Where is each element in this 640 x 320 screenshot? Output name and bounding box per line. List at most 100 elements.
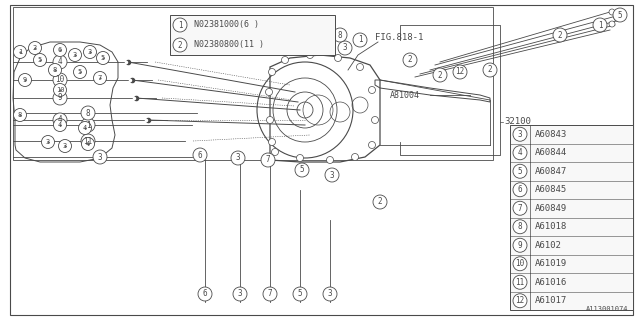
Text: A60847: A60847 [535,167,567,176]
Circle shape [58,140,72,153]
Circle shape [83,45,97,59]
Circle shape [373,195,387,209]
Text: 5: 5 [38,57,42,63]
Text: A60843: A60843 [535,130,567,139]
Text: 3: 3 [236,154,240,163]
Text: A113001074: A113001074 [586,306,628,312]
Text: 8: 8 [53,67,57,73]
Text: 4: 4 [83,125,87,131]
Text: 7: 7 [98,75,102,81]
Text: N02381000(6 ): N02381000(6 ) [194,20,259,29]
Circle shape [266,116,273,124]
Circle shape [19,74,31,86]
Circle shape [198,287,212,301]
Circle shape [74,66,86,78]
Circle shape [613,8,627,22]
Circle shape [326,156,333,164]
Text: A6102: A6102 [535,241,562,250]
Circle shape [233,287,247,301]
Circle shape [296,155,303,162]
Text: 5: 5 [300,165,304,174]
Circle shape [53,113,67,127]
Circle shape [81,118,95,132]
Circle shape [54,118,67,132]
Circle shape [513,127,527,141]
Circle shape [371,116,378,124]
Text: 9: 9 [518,241,522,250]
Text: 7: 7 [266,156,270,164]
Circle shape [609,21,615,27]
Circle shape [97,52,109,65]
Circle shape [271,148,278,156]
Circle shape [269,68,275,76]
Text: 6: 6 [203,290,207,299]
Circle shape [513,220,527,234]
Circle shape [609,9,615,15]
Circle shape [453,65,467,79]
Circle shape [53,73,67,87]
Circle shape [54,84,67,97]
Circle shape [433,68,447,82]
Circle shape [293,287,307,301]
Text: 3: 3 [518,130,522,139]
Circle shape [513,146,527,160]
Text: 6: 6 [58,47,62,53]
Text: A60845: A60845 [535,185,567,194]
Circle shape [93,71,106,84]
Circle shape [261,153,275,167]
Text: 3: 3 [328,290,332,299]
Circle shape [369,86,376,93]
Bar [510,125,633,310]
Text: 12: 12 [456,68,465,76]
Text: FIG.818-1: FIG.818-1 [375,34,424,43]
Circle shape [173,38,187,52]
Text: 5: 5 [298,290,302,299]
Circle shape [266,89,273,95]
Circle shape [193,148,207,162]
Text: 8: 8 [86,108,90,117]
Circle shape [42,135,54,148]
Circle shape [614,15,620,21]
Text: 7: 7 [268,290,272,299]
Circle shape [333,28,347,42]
Text: 10: 10 [56,76,65,84]
Text: A61017: A61017 [535,296,567,305]
Text: 1: 1 [18,49,22,55]
Circle shape [483,63,497,77]
Text: 8: 8 [338,30,342,39]
Circle shape [13,108,26,122]
Text: 32100: 32100 [504,117,531,126]
Circle shape [553,28,567,42]
Text: 1: 1 [598,20,602,29]
Circle shape [13,45,26,59]
Text: 6: 6 [518,185,522,194]
Text: 3: 3 [98,153,102,162]
Circle shape [81,106,95,120]
Text: A61019: A61019 [535,259,567,268]
Text: 2: 2 [408,55,412,65]
Circle shape [593,18,607,32]
Text: 11: 11 [83,137,93,146]
Text: 3: 3 [330,171,334,180]
Circle shape [53,55,67,69]
Circle shape [263,287,277,301]
Text: 2: 2 [178,41,182,50]
Text: A60849: A60849 [535,204,567,213]
Text: 10: 10 [515,259,525,268]
Circle shape [54,44,67,57]
Text: 3: 3 [46,139,50,145]
Circle shape [403,53,417,67]
Text: 4: 4 [518,148,522,157]
Circle shape [295,163,309,177]
Text: A60844: A60844 [535,148,567,157]
Text: 3: 3 [63,143,67,149]
Circle shape [53,91,67,105]
Text: 2: 2 [378,197,382,206]
Circle shape [68,49,81,61]
Text: 8: 8 [518,222,522,231]
Text: 9: 9 [58,93,62,102]
Text: 9: 9 [23,77,27,83]
Circle shape [338,41,352,55]
Text: 2: 2 [557,30,563,39]
Text: A61018: A61018 [535,222,567,231]
